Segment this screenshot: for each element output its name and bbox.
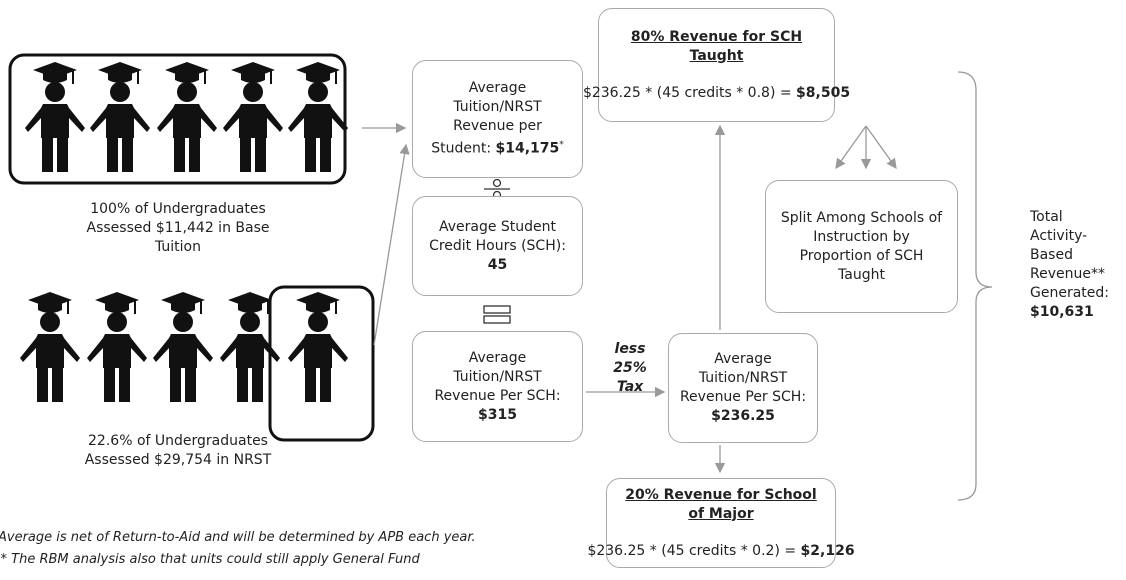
- title: 20% Revenue for School of Major: [625, 486, 817, 522]
- footnote: Average is net of Return-to-Aid and will…: [0, 530, 476, 545]
- tax-line: less: [614, 341, 646, 357]
- box: Average Tuition/NRST Revenue Per SCH: $3…: [412, 331, 583, 442]
- footnote: ** The RBM analysis also that units coul…: [0, 552, 420, 567]
- formula: $236.25 * (45 credits * 0.8) =: [582, 84, 792, 101]
- value: $2,126: [800, 542, 855, 559]
- label: Average Tuition/NRST Revenue per Student…: [431, 80, 542, 157]
- total: Total Activity-Based Revenue** Generated…: [1030, 208, 1122, 322]
- tax-label: less 25% Tax: [600, 340, 660, 397]
- title: 80% Revenue for SCH Taught: [630, 28, 803, 64]
- mark: *: [559, 140, 564, 151]
- label: Total Activity-Based Revenue** Generated…: [1030, 209, 1109, 301]
- value: $10,631: [1030, 304, 1094, 320]
- caption: 100% of Undergraduates Assessed $11,442 …: [86, 201, 270, 255]
- value: 45: [487, 256, 508, 273]
- tax-line: 25% Tax: [613, 360, 647, 395]
- value: $236.25: [711, 408, 775, 424]
- arrows: [362, 122, 897, 474]
- box: 20% Revenue for School of Major $236.25 …: [587, 478, 855, 568]
- label: Average Tuition/NRST Revenue Per SCH:: [434, 349, 561, 404]
- frame-all: [8, 53, 347, 185]
- value: $14,175: [495, 140, 560, 157]
- label: Split Among Schools of Instruction by Pr…: [780, 209, 943, 283]
- box: Average Student Credit Hours (SCH): 45: [412, 196, 583, 296]
- frame-nrst: [268, 285, 375, 442]
- formula: $236.25 * (45 credits * 0.2) =: [587, 542, 797, 559]
- label: Average Tuition/NRST Revenue Per SCH:: [679, 351, 807, 405]
- label: Average Student Credit Hours (SCH):: [429, 218, 566, 254]
- bracket: [957, 71, 993, 501]
- box: 80% Revenue for SCH Taught $236.25 * (45…: [583, 8, 850, 122]
- math-symbols: [483, 178, 511, 324]
- caption: 22.6% of Undergraduates Assessed $29,754…: [84, 433, 272, 468]
- value: $315: [478, 406, 517, 423]
- box: Average Tuition/NRST Revenue per Student…: [412, 60, 583, 178]
- box: Average Tuition/NRST Revenue Per SCH: $2…: [668, 333, 818, 443]
- value: $8,505: [796, 84, 851, 101]
- box: Split Among Schools of Instruction by Pr…: [765, 180, 958, 313]
